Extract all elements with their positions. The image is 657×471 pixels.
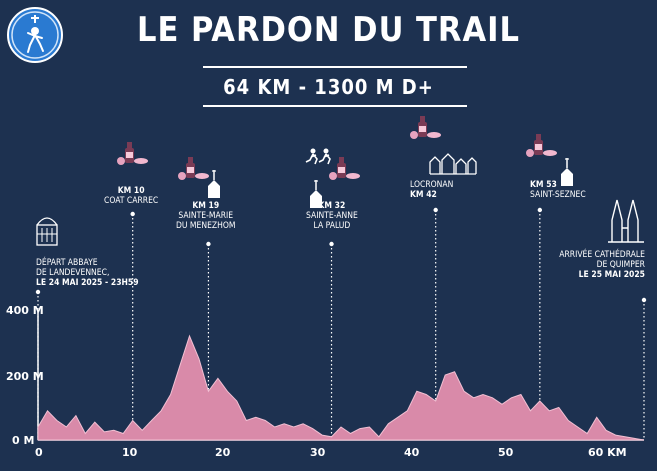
waypoint-marker <box>206 241 211 247</box>
waypoint-label-sainte-marie: KM 19 SAINTE-MARIE DU MENEZHOM <box>176 201 236 231</box>
waypoint-label-locronan: LOCRONAN KM 42 <box>410 180 454 200</box>
y-tick-label: 0 M <box>12 434 35 447</box>
trail-logo-icon <box>7 7 63 63</box>
drink-icon <box>329 157 360 180</box>
drink-icon <box>410 116 441 139</box>
drink-icon <box>178 157 209 180</box>
x-tick-label: 20 <box>215 446 231 459</box>
waypoint-label-saint-seznec: KM 53 SAINT-SEZNEC <box>530 180 586 200</box>
abbey-icon <box>36 217 58 246</box>
x-tick-label: 50 <box>498 446 514 459</box>
drink-icon <box>117 142 148 165</box>
elevation-area <box>37 334 645 441</box>
chapel-icon <box>208 170 220 198</box>
waypoint-marker <box>329 241 334 247</box>
y-tick-label: 400 M <box>6 304 44 317</box>
waypoint-marker <box>130 211 135 217</box>
runners-icon <box>305 148 331 165</box>
waypoint-marker <box>35 289 41 295</box>
waypoint-marker <box>433 207 438 213</box>
x-tick-label: 30 <box>310 446 326 459</box>
x-tick-label: 60 KM <box>588 446 627 459</box>
page-title: LE PARDON DU TRAIL <box>136 10 521 50</box>
waypoint-label-coat-carrec: KM 10 COAT CARREC <box>104 186 159 206</box>
village-icon <box>429 153 477 175</box>
chapel-icon <box>310 180 322 208</box>
waypoint-marker <box>641 297 647 303</box>
waypoint-label-start: DÉPART ABBAYE DE LANDEVENNEC, LE 24 MAI … <box>36 258 139 288</box>
chapel-icon <box>561 158 573 186</box>
x-tick-label: 10 <box>122 446 138 459</box>
title-divider <box>203 66 467 68</box>
drink-icon <box>526 134 557 157</box>
page-subtitle: 64 KM - 1300 M D+ <box>223 75 434 99</box>
x-tick-label: 40 <box>404 446 420 459</box>
waypoint-label-finish: ARRIVÉE CATHÉDRALE DE QUIMPER LE 25 MAI … <box>559 250 645 280</box>
cathedral-icon <box>608 199 644 243</box>
y-tick-label: 200 M <box>6 370 44 383</box>
subtitle-divider <box>203 105 467 107</box>
waypoint-label-sainte-anne: KM 32 SAINTE-ANNE LA PALUD <box>306 201 358 231</box>
waypoint-marker <box>537 207 543 213</box>
x-tick-label: 0 <box>35 446 43 459</box>
